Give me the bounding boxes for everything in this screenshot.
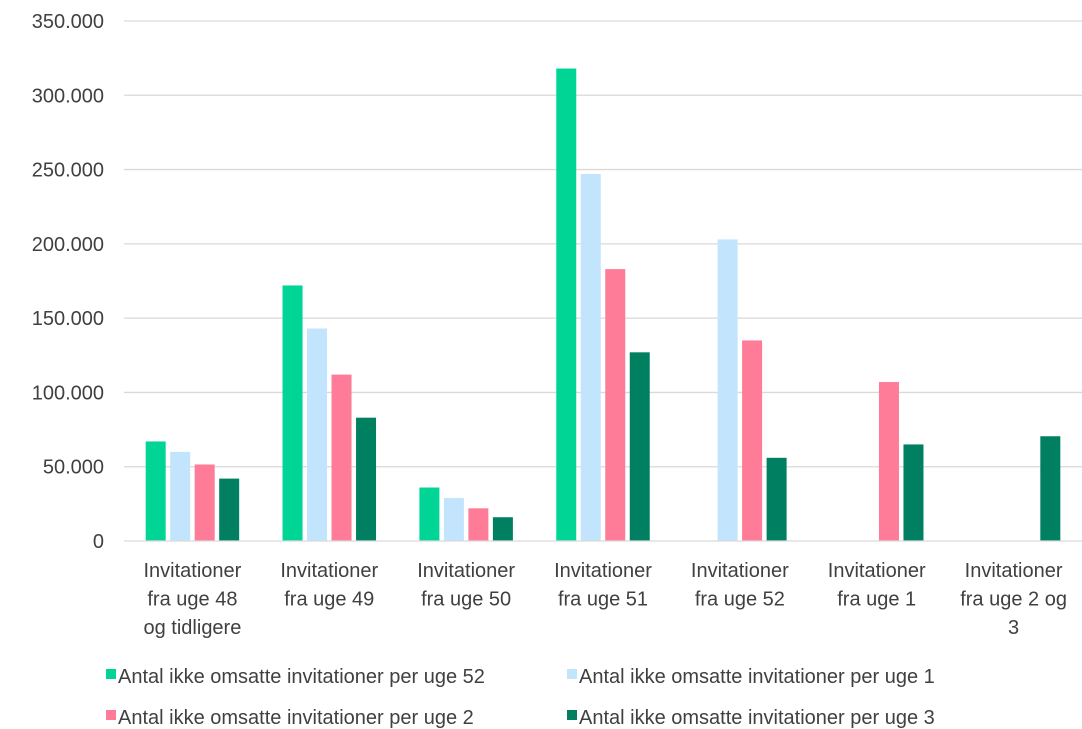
x-category-label-line: fra uge 51 (558, 589, 648, 611)
legend-swatch (106, 710, 116, 720)
bar (1040, 436, 1061, 541)
bar (194, 464, 215, 541)
bar (443, 497, 464, 541)
x-category-label-line: Invitationer (691, 560, 789, 582)
x-category-label: Invitationer fra uge 49 (280, 560, 378, 611)
bar (145, 441, 166, 541)
bar (356, 417, 377, 541)
bar (903, 444, 924, 541)
bar (580, 174, 601, 541)
y-tick-label: 0 (93, 531, 104, 553)
bar (170, 451, 191, 541)
legend-label: Antal ikke omsatte invitationer per uge … (118, 707, 474, 729)
y-tick-label: 350.000 (32, 11, 104, 33)
bar (307, 328, 328, 541)
bar (468, 508, 489, 541)
bar (878, 382, 899, 541)
x-category-label-line: Invitationer (828, 560, 926, 582)
x-category-label: Invitationer fra uge 1 (828, 560, 926, 611)
bar (556, 68, 577, 542)
x-category-label-line: fra uge 50 (421, 589, 511, 611)
x-category-label-line: Invitationer (965, 560, 1063, 582)
y-tick-label: 200.000 (32, 234, 104, 256)
legend-label: Antal ikke omsatte invitationer per uge … (118, 666, 485, 688)
x-category-label: Invitationer fra uge 48 og tidligere (144, 560, 242, 639)
x-category-label-line: fra uge 52 (695, 589, 785, 611)
x-category-label: Invitationer fra uge 51 (554, 560, 652, 611)
x-axis-category-labels: Invitationer fra uge 48 og tidligereInvita… (144, 560, 1067, 639)
bar (629, 352, 650, 541)
x-category-label-line: fra uge 49 (284, 589, 374, 611)
bar (419, 487, 440, 541)
legend-entry: Antal ikke omsatte invitationer per uge … (567, 707, 935, 729)
x-category-label-line: Invitationer (554, 560, 652, 582)
y-tick-label: 150.000 (32, 308, 104, 330)
legend-entry: Antal ikke omsatte invitationer per uge … (106, 666, 485, 688)
legend-entry: Antal ikke omsatte invitationer per uge … (106, 707, 474, 729)
bar (742, 340, 763, 541)
y-tick-label: 100.000 (32, 382, 104, 404)
x-category-label: Invitationer fra uge 2 og 3 (960, 560, 1067, 639)
gridlines (124, 20, 1082, 468)
y-axis-tick-labels: 0 50.000 100.000 150.000 200.000 250.000 300.0… (32, 11, 104, 553)
x-category-label-line: og tidligere (144, 617, 242, 639)
bar (492, 517, 513, 541)
legend-swatch (567, 710, 577, 720)
bar (605, 269, 626, 541)
x-category-label-line: 3 (1008, 617, 1019, 639)
bar (766, 457, 787, 541)
legend-swatch (567, 669, 577, 679)
y-tick-label: 300.000 (32, 85, 104, 107)
legend-entry: Antal ikke omsatte invitationer per uge … (567, 666, 935, 688)
bars (145, 68, 1061, 542)
x-category-label-line: Invitationer (144, 560, 242, 582)
y-tick-label: 250.000 (32, 160, 104, 182)
x-category-label-line: Invitationer (280, 560, 378, 582)
legend-label: Antal ikke omsatte invitationer per uge … (579, 666, 935, 688)
x-category-label-line: fra uge 48 (147, 589, 237, 611)
legend-swatch (106, 669, 116, 679)
x-category-label: Invitationer fra uge 50 (417, 560, 515, 611)
x-category-label-line: fra uge 2 og (960, 589, 1067, 611)
x-category-label-line: Invitationer (417, 560, 515, 582)
bar (717, 239, 738, 541)
bar (219, 478, 240, 541)
x-category-label: Invitationer fra uge 52 (691, 560, 789, 611)
x-category-label-line: fra uge 1 (837, 589, 916, 611)
legend: Antal ikke omsatte invitationer per uge … (106, 666, 935, 729)
legend-label: Antal ikke omsatte invitationer per uge … (579, 707, 935, 729)
bar (282, 285, 303, 541)
bar (331, 374, 352, 541)
y-tick-label: 50.000 (43, 457, 104, 479)
